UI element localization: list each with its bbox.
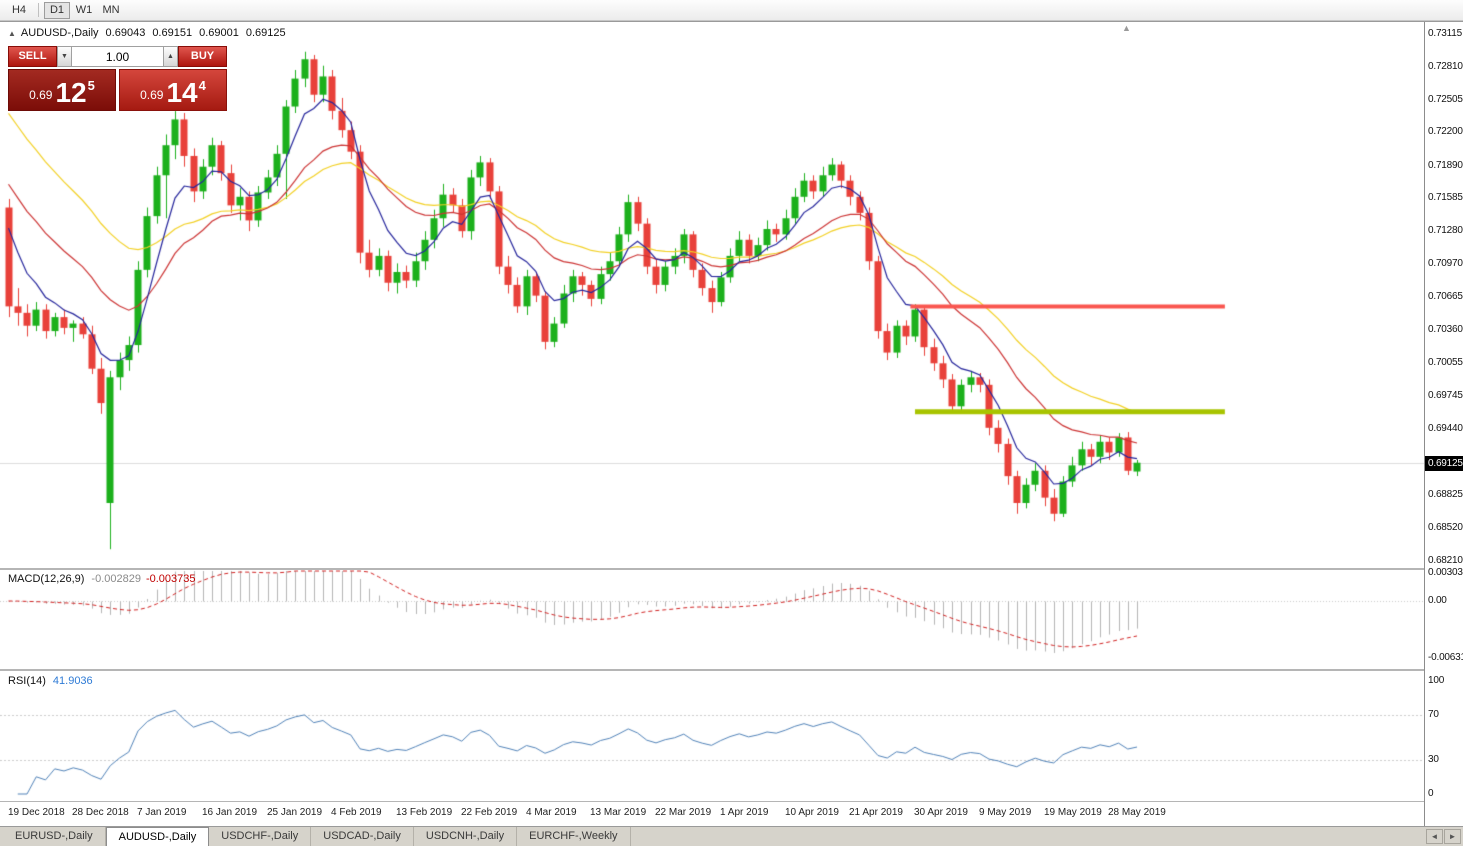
date-label: 16 Jan 2019 bbox=[202, 807, 258, 818]
date-label: 22 Feb 2019 bbox=[461, 807, 518, 818]
price-tick-label: 0.69745 bbox=[1428, 390, 1463, 401]
date-label: 1 Apr 2019 bbox=[720, 807, 769, 818]
chart-symbol-icon: ▲ bbox=[8, 28, 16, 38]
ohlc-low: 0.69001 bbox=[199, 27, 239, 39]
timeframe-w1-button[interactable]: W1 bbox=[75, 3, 93, 16]
tab-scroll-right-button[interactable]: ► bbox=[1444, 829, 1461, 844]
sell-button[interactable]: SELL bbox=[8, 46, 57, 67]
price-tick-label: 0.72505 bbox=[1428, 94, 1463, 105]
rsi-tick-label: 70 bbox=[1428, 709, 1439, 720]
rsi-indicator-label: RSI(14) 41.9036 bbox=[8, 675, 93, 687]
macd-value: -0.002829 bbox=[91, 573, 141, 585]
price-tick-label: 0.70665 bbox=[1428, 291, 1463, 302]
date-label: 21 Apr 2019 bbox=[849, 807, 903, 818]
timeframe-toolbar: H4 D1 W1 MN bbox=[0, 0, 1463, 21]
date-label: 30 Apr 2019 bbox=[914, 807, 968, 818]
price-tick-label: 0.70055 bbox=[1428, 357, 1463, 368]
chart-symbol-label: AUDUSD-,Daily bbox=[20, 27, 99, 39]
date-label: 4 Feb 2019 bbox=[331, 807, 382, 818]
one-click-trading-panel: SELL ▼ ▲ BUY 0.69 12 5 0.69 14 4 bbox=[8, 46, 227, 111]
tab-usdcad-daily[interactable]: USDCAD-,Daily bbox=[311, 827, 414, 846]
tab-usdcnh-daily[interactable]: USDCNH-,Daily bbox=[414, 827, 518, 846]
date-label: 13 Mar 2019 bbox=[590, 807, 647, 818]
price-tick-label: 0.69440 bbox=[1428, 423, 1463, 434]
price-tick-label: 0.71585 bbox=[1428, 192, 1463, 203]
buy-price-display[interactable]: 0.69 14 4 bbox=[119, 69, 227, 111]
tab-scroll-controls: ◄ ► bbox=[1426, 829, 1461, 844]
macd-signal-value: -0.003735 bbox=[145, 573, 196, 585]
pane-separator-rsi[interactable] bbox=[0, 669, 1424, 671]
price-chart-canvas[interactable] bbox=[0, 22, 1424, 803]
price-tick-label: 0.72810 bbox=[1428, 61, 1463, 72]
pane-separator-macd[interactable] bbox=[0, 568, 1424, 570]
chart-tabs: EURUSD-,Daily AUDUSD-,Daily USDCHF-,Daily U… bbox=[3, 827, 631, 846]
date-label: 19 Dec 2018 bbox=[8, 807, 65, 818]
macd-name: MACD(12,26,9) bbox=[8, 573, 85, 585]
date-label: 25 Jan 2019 bbox=[267, 807, 323, 818]
ohlc-close: 0.69125 bbox=[245, 27, 286, 39]
ohlc-open: 0.69043 bbox=[105, 27, 146, 39]
date-label: 9 May 2019 bbox=[979, 807, 1032, 818]
macd-indicator-label: MACD(12,26,9) -0.002829 -0.003735 bbox=[8, 573, 196, 585]
price-tick-label: 0.68210 bbox=[1428, 555, 1463, 566]
buy-price-prefix: 0.69 bbox=[140, 88, 164, 102]
toolbar-separator bbox=[38, 3, 39, 17]
chart-window: ▲ AUDUSD-,Daily 0.69043 0.69151 0.69001 … bbox=[0, 21, 1463, 826]
sell-price-prefix: 0.69 bbox=[29, 88, 53, 102]
rsi-tick-label: 100 bbox=[1428, 675, 1445, 686]
rsi-name: RSI(14) bbox=[8, 675, 46, 687]
tab-eurusd-daily[interactable]: EURUSD-,Daily bbox=[3, 827, 106, 846]
timeframe-h4-button[interactable]: H4 bbox=[11, 3, 27, 16]
trade-controls-row: SELL ▼ ▲ BUY bbox=[8, 46, 227, 67]
tab-usdchf-daily[interactable]: USDCHF-,Daily bbox=[209, 827, 312, 846]
volume-increase-button[interactable]: ▲ bbox=[163, 46, 178, 67]
macd-tick-label: 0.003035 bbox=[1428, 567, 1463, 578]
date-label: 28 May 2019 bbox=[1108, 807, 1166, 818]
rsi-tick-label: 0 bbox=[1428, 788, 1434, 799]
macd-tick-label: 0.00 bbox=[1428, 595, 1447, 606]
chart-title: ▲ AUDUSD-,Daily 0.69043 0.69151 0.69001 … bbox=[8, 27, 286, 39]
macd-tick-label: -0.006311 bbox=[1428, 652, 1463, 663]
sell-price-pip: 5 bbox=[87, 78, 95, 93]
tab-scroll-left-button[interactable]: ◄ bbox=[1426, 829, 1443, 844]
buy-price-pip: 4 bbox=[198, 78, 206, 93]
tab-audusd-daily[interactable]: AUDUSD-,Daily bbox=[105, 827, 210, 846]
rsi-tick-label: 30 bbox=[1428, 754, 1439, 765]
time-axis-divider bbox=[0, 801, 1424, 802]
timeframe-mn-button[interactable]: MN bbox=[102, 3, 120, 16]
price-tick-label: 0.70360 bbox=[1428, 324, 1463, 335]
sell-price-main: 12 bbox=[55, 77, 87, 108]
buy-button[interactable]: BUY bbox=[178, 46, 227, 67]
tab-eurchf-weekly[interactable]: EURCHF-,Weekly bbox=[517, 827, 631, 846]
price-tick-label: 0.68520 bbox=[1428, 522, 1463, 533]
date-label: 28 Dec 2018 bbox=[72, 807, 129, 818]
sell-price-display[interactable]: 0.69 12 5 bbox=[8, 69, 116, 111]
chart-shift-marker-icon[interactable]: ▲ bbox=[1122, 23, 1131, 33]
timeframe-d1-button[interactable]: D1 bbox=[44, 1, 70, 19]
price-axis[interactable]: 0.69125 0.73115 0.72810 0.72505 0.72200 0.71… bbox=[1424, 22, 1463, 826]
timeframe-button-group: H4 D1 W1 MN bbox=[6, 1, 125, 19]
time-axis[interactable]: 19 Dec 2018 28 Dec 2018 7 Jan 2019 16 Jan 2… bbox=[0, 803, 1424, 825]
date-label: 22 Mar 2019 bbox=[655, 807, 712, 818]
price-tick-label: 0.73115 bbox=[1428, 28, 1463, 39]
chart-tabs-bar: EURUSD-,Daily AUDUSD-,Daily USDCHF-,Daily U… bbox=[0, 826, 1463, 846]
trade-prices-row: 0.69 12 5 0.69 14 4 bbox=[8, 69, 227, 111]
price-tick-label: 0.70970 bbox=[1428, 258, 1463, 269]
price-tick-label: 0.68825 bbox=[1428, 489, 1463, 500]
current-price-tag: 0.69125 bbox=[1425, 456, 1463, 471]
date-label: 10 Apr 2019 bbox=[785, 807, 839, 818]
price-tick-label: 0.72200 bbox=[1428, 126, 1463, 137]
date-label: 13 Feb 2019 bbox=[396, 807, 453, 818]
rsi-value: 41.9036 bbox=[52, 675, 93, 687]
volume-decrease-button[interactable]: ▼ bbox=[57, 46, 72, 67]
date-label: 19 May 2019 bbox=[1044, 807, 1102, 818]
buy-price-main: 14 bbox=[166, 77, 198, 108]
date-label: 7 Jan 2019 bbox=[137, 807, 187, 818]
price-tick-label: 0.71280 bbox=[1428, 225, 1463, 236]
volume-input[interactable] bbox=[72, 46, 163, 67]
price-tick-label: 0.71890 bbox=[1428, 160, 1463, 171]
date-label: 4 Mar 2019 bbox=[526, 807, 577, 818]
ohlc-high: 0.69151 bbox=[152, 27, 193, 39]
